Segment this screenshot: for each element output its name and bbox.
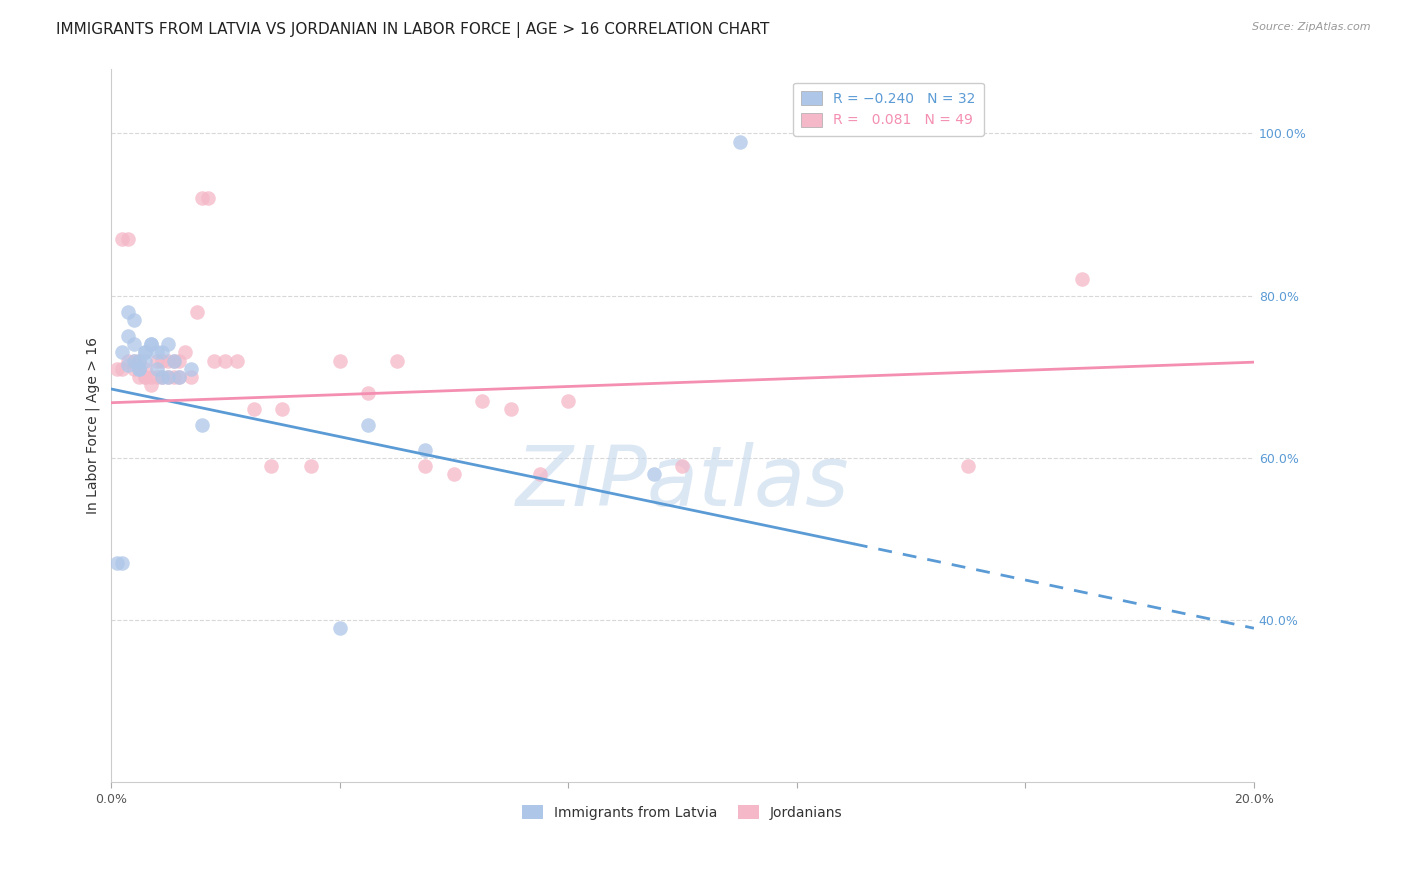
Point: [150, 345, 173, 359]
Point: [197, 191, 219, 205]
Point: [111, 232, 134, 246]
Point: [191, 191, 214, 205]
Point: [671, 458, 693, 473]
Point: [157, 369, 180, 384]
Point: [139, 337, 162, 351]
Point: [169, 369, 191, 384]
Text: ZIPatlas: ZIPatlas: [516, 442, 849, 523]
Point: [122, 353, 145, 368]
Point: [328, 621, 350, 635]
Point: [117, 358, 139, 372]
Point: [728, 135, 751, 149]
Point: [111, 345, 134, 359]
Point: [443, 467, 465, 482]
Point: [128, 361, 150, 376]
Point: [157, 337, 180, 351]
Point: [214, 353, 236, 368]
Point: [128, 353, 150, 368]
Point: [180, 361, 202, 376]
Point: [145, 353, 167, 368]
Point: [157, 353, 180, 368]
Point: [163, 353, 186, 368]
Point: [243, 402, 266, 417]
Point: [169, 369, 191, 384]
Point: [134, 361, 156, 376]
Point: [128, 361, 150, 376]
Y-axis label: In Labor Force | Age > 16: In Labor Force | Age > 16: [86, 337, 100, 514]
Point: [150, 369, 173, 384]
Point: [122, 337, 145, 351]
Point: [117, 232, 139, 246]
Point: [529, 467, 551, 482]
Point: [117, 353, 139, 368]
Point: [150, 369, 173, 384]
Point: [111, 557, 134, 571]
Point: [150, 353, 173, 368]
Point: [163, 369, 186, 384]
Point: [139, 369, 162, 384]
Point: [157, 369, 180, 384]
Point: [117, 329, 139, 343]
Point: [225, 353, 247, 368]
Point: [139, 377, 162, 392]
Point: [169, 353, 191, 368]
Point: [471, 394, 494, 409]
Point: [385, 353, 408, 368]
Point: [139, 337, 162, 351]
Point: [134, 345, 156, 359]
Point: [134, 345, 156, 359]
Point: [557, 394, 579, 409]
Point: [145, 361, 167, 376]
Point: [163, 353, 186, 368]
Point: [357, 386, 380, 401]
Text: Source: ZipAtlas.com: Source: ZipAtlas.com: [1253, 22, 1371, 32]
Point: [202, 353, 225, 368]
Point: [499, 402, 522, 417]
Legend: Immigrants from Latvia, Jordanians: Immigrants from Latvia, Jordanians: [516, 799, 848, 825]
Point: [260, 458, 283, 473]
Point: [413, 458, 436, 473]
Point: [328, 353, 350, 368]
Point: [957, 458, 980, 473]
Point: [134, 369, 156, 384]
Point: [299, 458, 322, 473]
Point: [186, 305, 208, 319]
Point: [122, 313, 145, 327]
Point: [134, 369, 156, 384]
Point: [145, 369, 167, 384]
Point: [1071, 272, 1094, 286]
Point: [128, 369, 150, 384]
Point: [643, 467, 665, 482]
Point: [357, 418, 380, 433]
Text: IMMIGRANTS FROM LATVIA VS JORDANIAN IN LABOR FORCE | AGE > 16 CORRELATION CHART: IMMIGRANTS FROM LATVIA VS JORDANIAN IN L…: [56, 22, 769, 38]
Point: [128, 361, 150, 376]
Point: [180, 369, 202, 384]
Point: [145, 345, 167, 359]
Point: [128, 353, 150, 368]
Point: [122, 361, 145, 376]
Point: [413, 442, 436, 457]
Point: [105, 361, 128, 376]
Point: [271, 402, 294, 417]
Point: [105, 557, 128, 571]
Point: [174, 345, 197, 359]
Point: [117, 305, 139, 319]
Point: [111, 361, 134, 376]
Point: [122, 353, 145, 368]
Point: [134, 353, 156, 368]
Point: [191, 418, 214, 433]
